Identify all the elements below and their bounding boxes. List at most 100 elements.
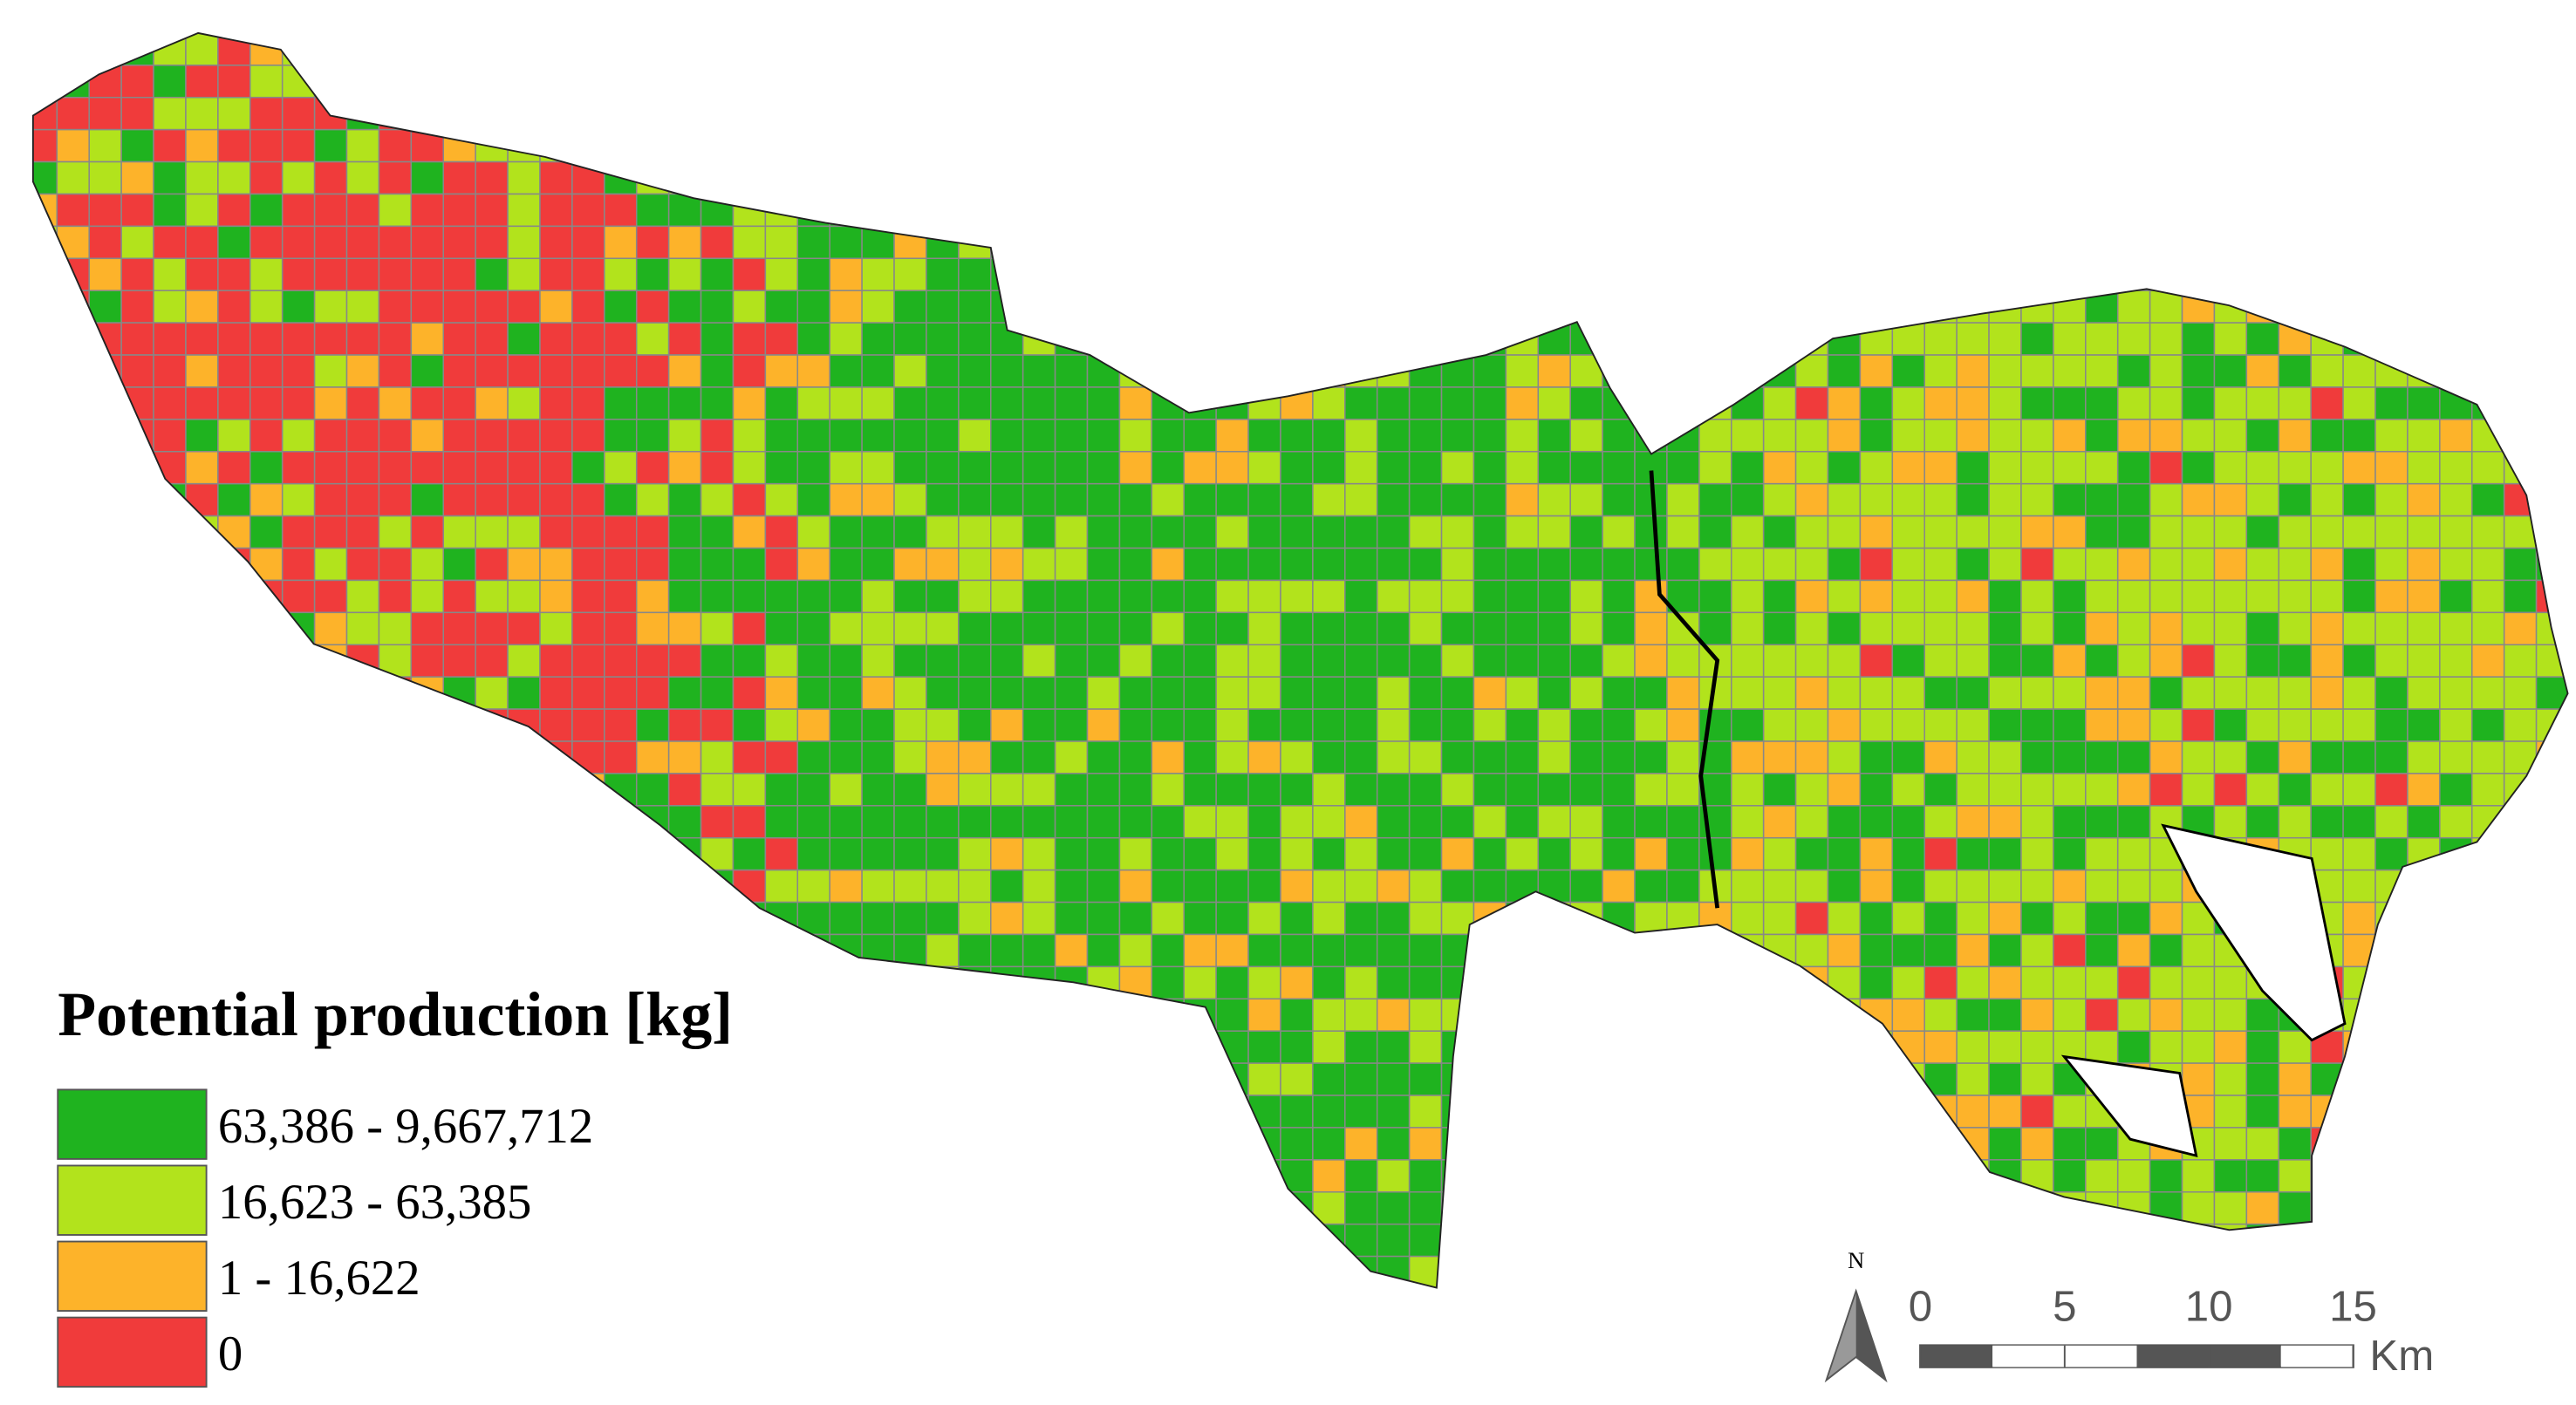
grid-cell [1762, 386, 1797, 420]
grid-cell [2374, 773, 2409, 807]
grid-cell [2374, 225, 2409, 260]
grid-cell [635, 644, 670, 678]
grid-cell [2181, 193, 2216, 228]
grid-cell [1505, 773, 1540, 807]
grid-cell [2213, 1191, 2248, 1225]
grid-cell [2085, 611, 2119, 646]
grid-cell [1505, 290, 1540, 324]
grid-cell [1698, 32, 1732, 66]
grid-cell [1151, 644, 1186, 678]
grid-cell [958, 676, 992, 710]
grid-cell [1312, 32, 1346, 66]
grid-cell [2374, 160, 2409, 195]
scale-segment [2064, 1345, 2137, 1367]
grid-cell [2116, 96, 2151, 131]
grid-cell [1602, 611, 1636, 646]
grid-cell [1408, 547, 1443, 582]
grid-cell [2535, 65, 2568, 99]
grid-cell [604, 96, 638, 131]
grid-cell [1891, 1191, 1925, 1225]
grid-cell [1280, 836, 1314, 871]
grid-cell [764, 257, 799, 291]
grid-cell [1247, 65, 1281, 99]
grid-cell [1022, 933, 1056, 968]
grid-cell [1183, 1062, 1217, 1096]
grid-cell [442, 451, 476, 485]
grid-cell [1376, 451, 1411, 485]
grid-cell [507, 96, 541, 131]
grid-cell [796, 965, 830, 1000]
grid-cell [345, 579, 380, 614]
grid-cell [1151, 933, 1186, 968]
grid-cell [507, 1255, 541, 1288]
grid-cell [217, 225, 251, 260]
grid-cell [2407, 1062, 2441, 1096]
grid-cell [153, 676, 187, 710]
grid-cell [1344, 257, 1378, 291]
legend-swatch [57, 1240, 208, 1312]
grid-cell [1569, 225, 1603, 260]
grid-cell [2374, 1030, 2409, 1064]
grid-cell [829, 998, 863, 1032]
grid-cell [1118, 322, 1153, 356]
grid-cell [1956, 128, 1990, 163]
grid-cell [2470, 451, 2505, 485]
grid-cell [1344, 740, 1378, 774]
grid-cell [926, 1191, 960, 1225]
grid-cell [2278, 676, 2312, 710]
grid-cell [604, 1223, 638, 1258]
grid-cell [2149, 579, 2183, 614]
grid-cell [313, 805, 348, 839]
grid-cell [764, 482, 799, 517]
grid-cell [1794, 322, 1829, 356]
grid-cell [1956, 611, 1990, 646]
grid-cell [604, 773, 638, 807]
grid-cell [1891, 933, 1925, 968]
grid-cell [700, 257, 735, 291]
grid-cell [1183, 419, 1217, 453]
grid-cell [1247, 322, 1281, 356]
grid-cell [635, 1095, 670, 1129]
grid-cell [507, 676, 541, 710]
grid-cell [2181, 1062, 2216, 1096]
grid-cell [1247, 998, 1281, 1032]
grid-cell [2213, 998, 2248, 1032]
grid-cell [1151, 579, 1186, 614]
grid-cell [281, 482, 316, 517]
grid-cell [1762, 965, 1797, 1000]
grid-cell [732, 451, 767, 485]
grid-cell [893, 1062, 927, 1096]
grid-cell [2439, 1191, 2473, 1225]
grid-cell [378, 65, 413, 99]
grid-cell [1569, 708, 1603, 742]
grid-cell [667, 451, 702, 485]
grid-cell [1634, 65, 1668, 99]
grid-cell [1988, 933, 2022, 968]
grid-cell [861, 193, 895, 228]
grid-cell [1312, 257, 1346, 291]
grid-cell [1215, 547, 1249, 582]
grid-cell [1472, 965, 1507, 1000]
grid-cell [442, 225, 476, 260]
grid-cell [2116, 65, 2151, 99]
grid-cell [1988, 128, 2022, 163]
grid-cell [410, 836, 445, 871]
grid-cell [1569, 1030, 1603, 1064]
grid-cell [764, 611, 799, 646]
grid-cell [732, 1255, 767, 1288]
grid-cell [1312, 708, 1346, 742]
grid-cell [1988, 322, 2022, 356]
grid-cell [2374, 1223, 2409, 1258]
grid-cell [2439, 290, 2473, 324]
grid-cell [88, 419, 122, 453]
grid-cell [1891, 547, 1925, 582]
grid-cell [249, 225, 284, 260]
grid-cell [410, 805, 445, 839]
grid-cell [926, 1127, 960, 1161]
grid-cell [1312, 965, 1346, 1000]
grid-cell [571, 65, 605, 99]
grid-cell [1247, 482, 1281, 517]
grid-cell [1762, 740, 1797, 774]
grid-cell [185, 386, 219, 420]
grid-cell [2310, 354, 2344, 388]
